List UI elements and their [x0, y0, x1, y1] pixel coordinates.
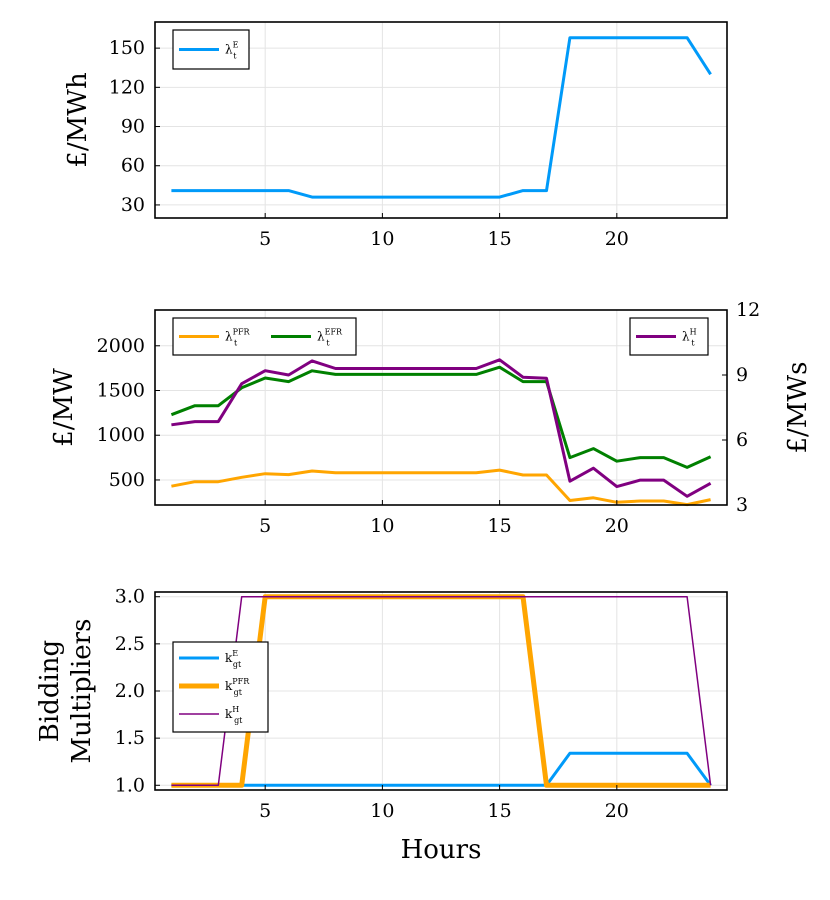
y-tick-label: 90 [121, 116, 145, 138]
y-tick-label: 150 [109, 37, 145, 59]
y-tick-label: 1.5 [115, 727, 145, 749]
x-tick-label: 10 [370, 515, 394, 537]
x-tick-label: 10 [370, 800, 394, 822]
series-line-e [171, 36, 712, 199]
plot-frame [154, 21, 728, 219]
series-line-efr [170, 365, 712, 469]
x-tick-label: 20 [605, 228, 629, 250]
chart-panel-bidding-multipliers: 5 10 15 20 1.0 1.5 2.0 2.5 3.0 Bidding Multipliers… [35, 586, 728, 865]
y-tick-label: 1500 [97, 380, 145, 402]
y-axis-label: £/MW [49, 368, 79, 447]
y-tick-label: 2000 [97, 335, 145, 357]
y-tick-label: 1000 [97, 424, 145, 446]
y2-axis-label: £/MWs [783, 362, 813, 454]
y-tick-label: 1.0 [115, 774, 145, 796]
x-tick-label: 20 [605, 515, 629, 537]
x-axis-label: Hours [401, 835, 482, 865]
x-tick-label: 15 [488, 515, 512, 537]
series-line-pfr [171, 468, 711, 507]
y2-tick-label: 3 [736, 494, 748, 516]
x-tick-label: 5 [259, 515, 271, 537]
x-tick-label: 5 [259, 228, 271, 250]
y-tick-label: 3.0 [115, 586, 145, 608]
legend-entry: λE tλ_t^E [225, 41, 239, 61]
legend: kE gtk_gt^E kPFR gtk_gt^PFR kH gtk_gt^H [172, 641, 269, 733]
legend-entry: kPFR gtk_gt^PFR [225, 677, 250, 697]
legend-entry: kH gtk_gt^H [225, 705, 243, 725]
y2-tick-label: 9 [736, 364, 748, 386]
series-line-e [171, 751, 712, 787]
x-tick-label: 5 [259, 800, 271, 822]
x-tick-label: 15 [488, 800, 512, 822]
y-tick-label: 30 [121, 194, 145, 216]
plot-frame [154, 309, 728, 506]
legend-entry: kE gtk_gt^E [225, 649, 242, 669]
y-axis-label-line: Multipliers [67, 619, 97, 764]
legend-entry: λPFR tλ_t^PFR [225, 328, 251, 348]
y2-tick-label: 12 [736, 299, 760, 321]
y2-tick-label: 6 [736, 429, 748, 451]
x-tick-label: 20 [605, 800, 629, 822]
y-tick-label: 2.0 [115, 680, 145, 702]
series-line-h [171, 595, 712, 787]
y-tick-label: 120 [109, 76, 145, 98]
y-tick-label: 500 [109, 469, 145, 491]
y-tick-label: 60 [121, 155, 145, 177]
y-tick-label: 2.5 [115, 633, 145, 655]
y-axis-label-line: Bidding [35, 640, 65, 742]
legend: λH tλ_t^H [629, 317, 709, 356]
x-tick-label: 15 [488, 228, 512, 250]
legend-entry: λEFR tλ_t^EFR [317, 328, 343, 348]
x-tick-label: 10 [370, 228, 394, 250]
chart-panel-energy-price: 5 10 15 20 30 60 90 120 150 £/MWh λE tλ_t^E [63, 21, 728, 250]
legend-entry: λH tλ_t^H [682, 328, 697, 348]
series-line-h [171, 358, 712, 498]
y-axis-label: £/MWh [63, 72, 93, 168]
legend: λE tλ_t^E [172, 29, 250, 70]
chart-panel-service-prices: 5 10 15 20 500 1000 1500 2000 3 6 9 12 £/MW £/MWs λPFR… [49, 299, 813, 537]
legend: λPFR tλ_t^PFR λEFR tλ_t^EFR [172, 317, 357, 356]
